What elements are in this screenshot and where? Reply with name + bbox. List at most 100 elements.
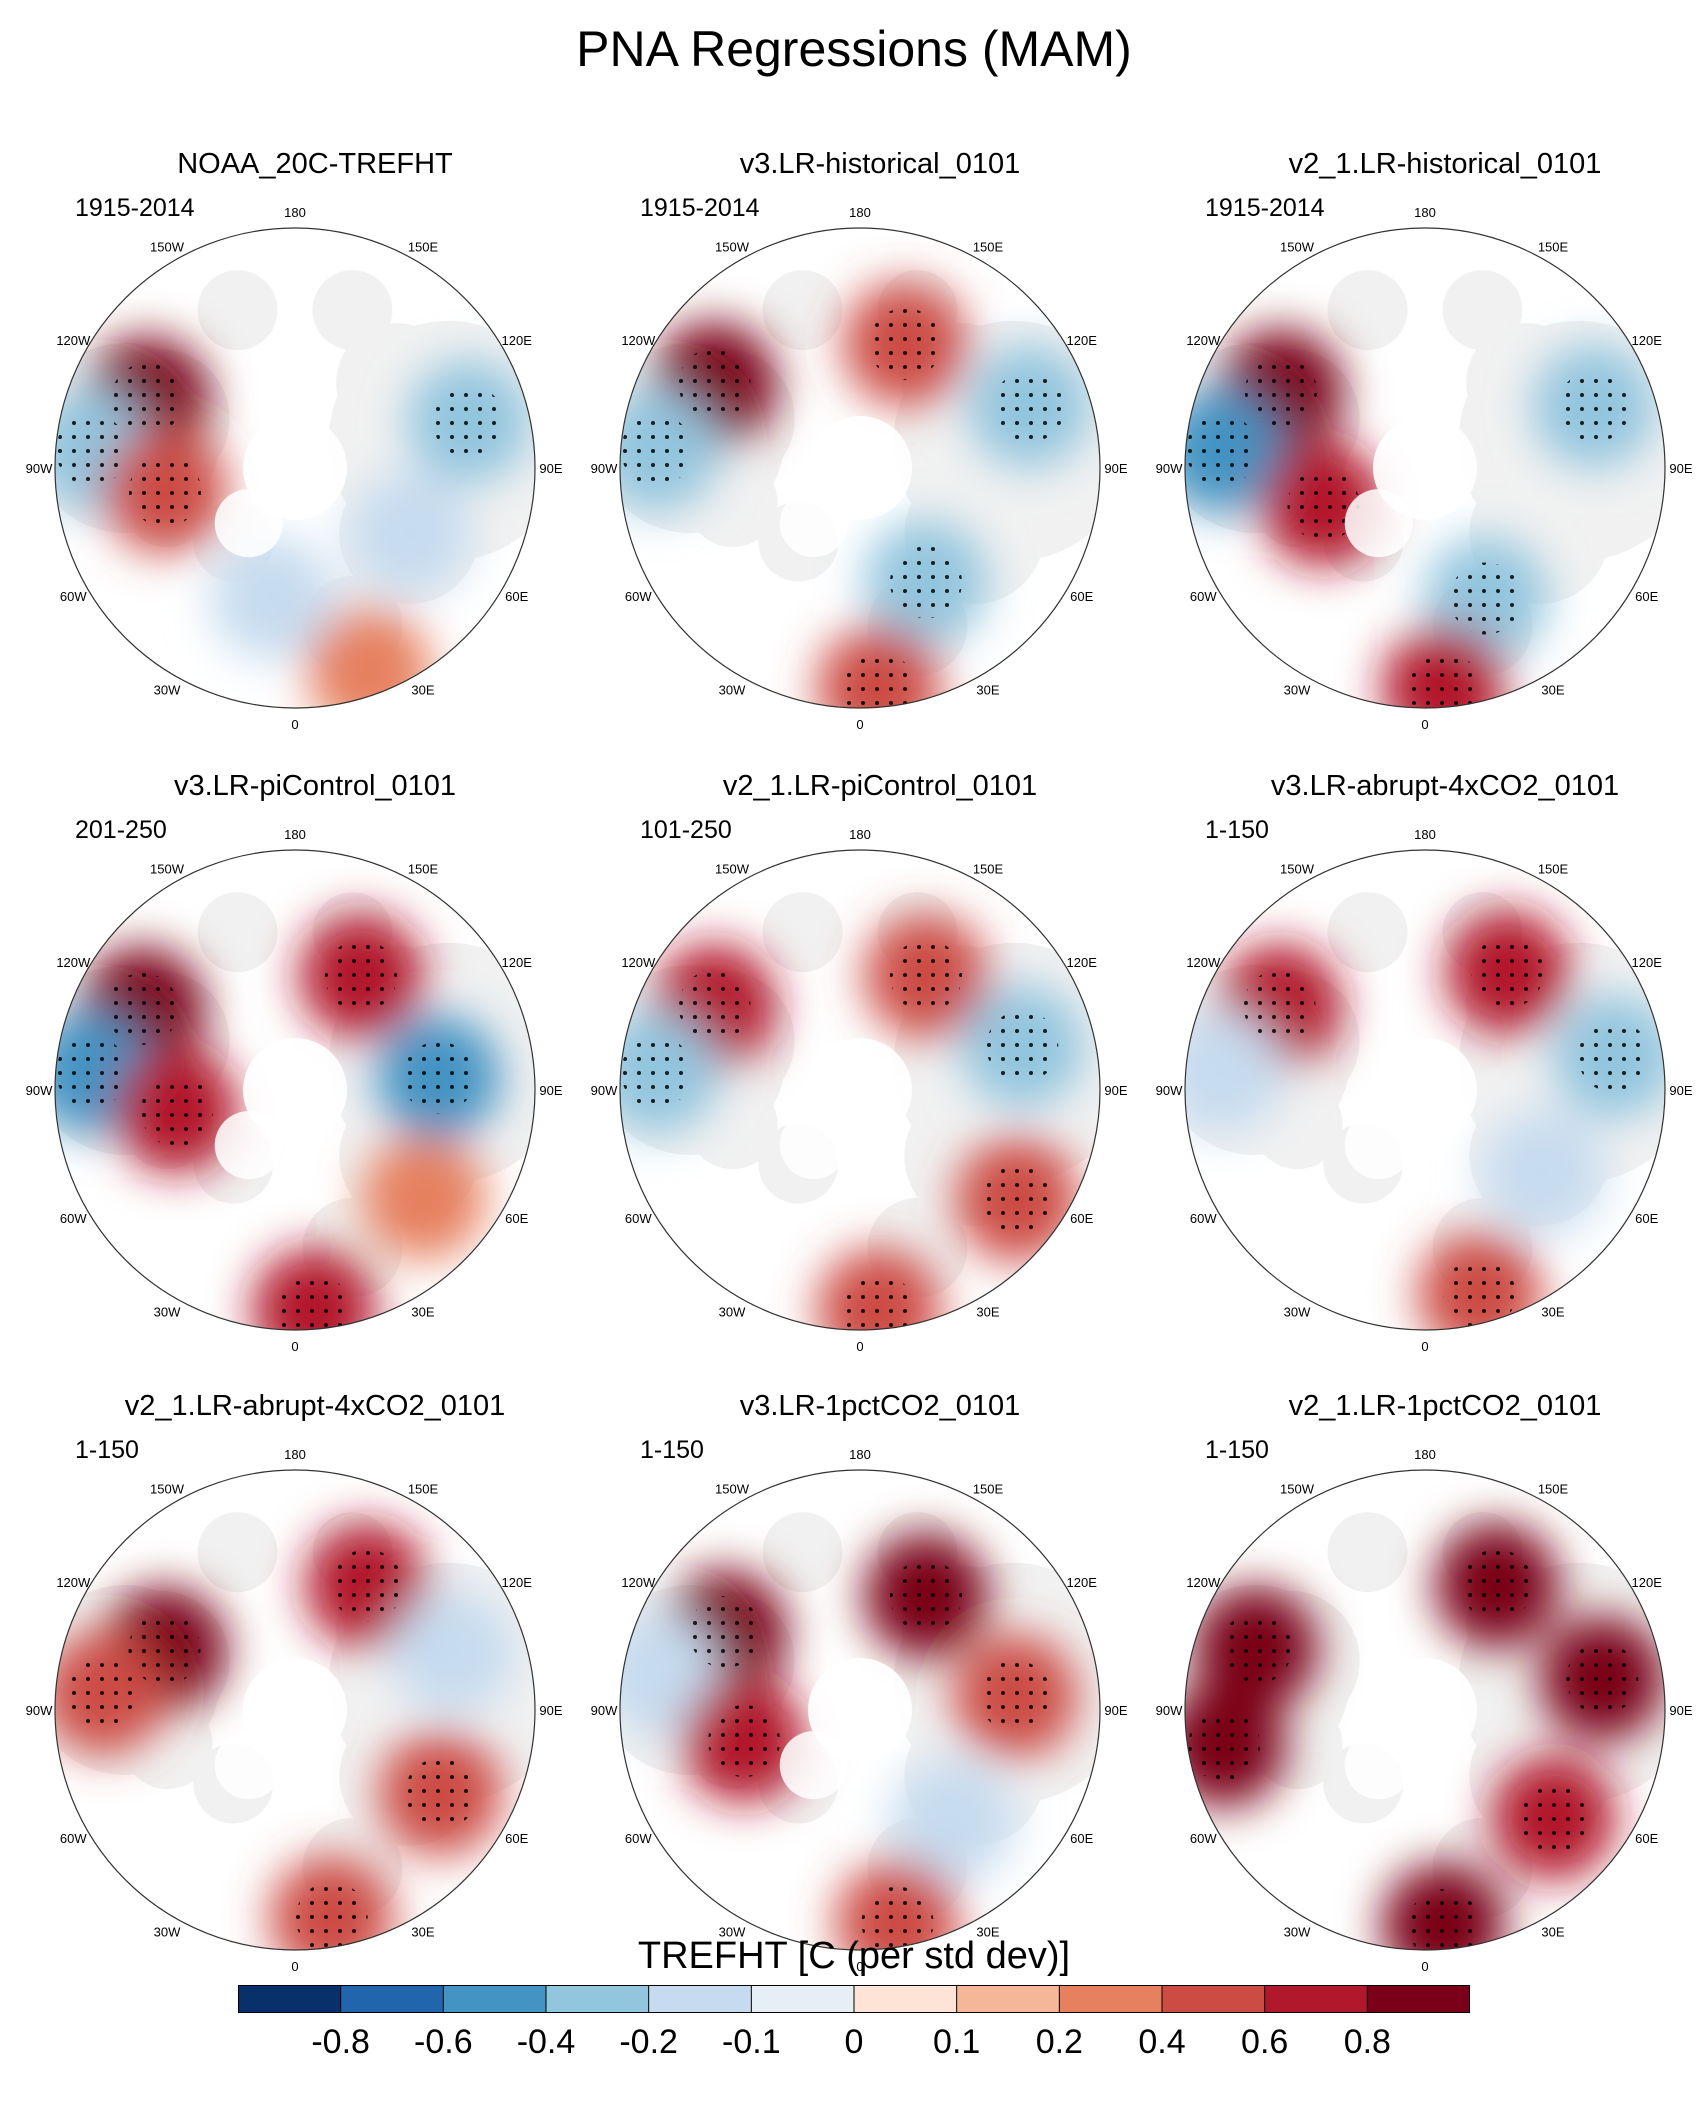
longitude-label: 120E (1067, 333, 1098, 348)
land-region (1442, 270, 1523, 351)
anomaly-blob (890, 1758, 1015, 1883)
anomaly-blob (210, 535, 335, 660)
map-boundary (1184, 1469, 1666, 1951)
map-panel: v3.LR-piControl_0101 180 150E 120E 90E 60E 30E… (25, 770, 565, 1390)
arctic-ocean (1373, 416, 1477, 520)
significance-stipple (869, 307, 942, 380)
panel-period: 1-150 (1205, 816, 1269, 844)
longitude-label: 0 (291, 1959, 298, 1974)
longitude-label: 30E (976, 1305, 999, 1320)
map-boundary (54, 227, 536, 709)
longitude-label: 0 (856, 717, 863, 732)
arctic-ocean (243, 416, 347, 520)
polar-map: 180 150E 120E 90E 60E 30E 0 30W 60W 90W 120W 150W (26, 205, 563, 732)
longitude-label: 180 (284, 1447, 306, 1462)
longitude-label: 60E (505, 1831, 528, 1846)
anomaly-blob (1185, 1010, 1284, 1135)
longitude-label: 150E (1538, 1481, 1569, 1496)
significance-stipple (843, 1273, 916, 1330)
longitude-label: 90W (591, 1083, 618, 1098)
significance-stipple (979, 1660, 1052, 1733)
significance-stipple (620, 1036, 693, 1109)
longitude-label: 30W (1284, 683, 1311, 698)
longitude-label: 60E (505, 589, 528, 604)
colorbar-tick-label: 0 (845, 2023, 864, 2061)
figure-title: PNA Regressions (MAM) (576, 21, 1132, 77)
longitude-label: 30E (411, 1305, 434, 1320)
map-boundary (619, 849, 1101, 1331)
land-region (762, 892, 843, 973)
significance-stipple (106, 972, 179, 1045)
longitude-label: 30E (976, 1925, 999, 1940)
map-boundary (1184, 227, 1666, 709)
anomaly-blob (1480, 1110, 1605, 1235)
map-panel: v3.LR-abrupt-4xCO2_0101 180 150E 120E 90E 60E… (1155, 770, 1695, 1390)
longitude-label: 90E (1104, 1703, 1127, 1718)
longitude-label: 30W (719, 1305, 746, 1320)
colorbar-tick-label: 0.2 (1036, 2023, 1083, 2061)
significance-stipple (1449, 562, 1522, 635)
longitude-label: 120E (1067, 955, 1098, 970)
colorbar-swatch (751, 1985, 855, 2013)
longitude-label: 120W (1186, 333, 1221, 348)
longitude-label: 30E (411, 1925, 434, 1940)
longitude-label: 90E (1669, 1083, 1692, 1098)
significance-stipple (325, 939, 397, 1012)
greenland (779, 1111, 848, 1180)
significance-stipple (843, 651, 916, 708)
map-boundary (619, 1469, 1101, 1951)
significance-stipple (1287, 468, 1360, 541)
map-panel: v2_1.LR-abrupt-4xCO2_0101 180 150E 120E 90E 6… (25, 1390, 565, 2010)
longitude-label: 150W (715, 239, 750, 254)
longitude-label: 0 (856, 1959, 863, 1974)
significance-stipple (331, 1549, 403, 1622)
panel-title: v2_1.LR-1pctCO2_0101 (1288, 1390, 1602, 1422)
panel-period: 201-250 (75, 816, 167, 844)
colorbar-swatch (1059, 1985, 1163, 2013)
arctic-ocean (1373, 1038, 1477, 1142)
longitude-label: 150E (408, 239, 439, 254)
significance-stipple (890, 1559, 962, 1632)
longitude-label: 90W (591, 1703, 618, 1718)
longitude-label: 150W (150, 1481, 185, 1496)
longitude-label: 30E (1541, 1305, 1564, 1320)
longitude-label: 150W (1280, 1481, 1315, 1496)
significance-stipple (402, 1041, 475, 1114)
longitude-label: 30W (719, 683, 746, 698)
longitude-label: 90W (1156, 461, 1183, 476)
colorbar-swatch (1162, 1985, 1266, 2013)
map-boundary (1184, 849, 1666, 1331)
longitude-label: 60E (1070, 589, 1093, 604)
significance-stipple (1471, 936, 1544, 1009)
significance-stipple (1566, 1642, 1639, 1715)
land-region (1327, 270, 1408, 351)
colorbar-swatch (546, 1985, 650, 2013)
land-region (762, 270, 843, 351)
longitude-label: 120W (56, 1575, 91, 1590)
significance-stipple (1407, 1889, 1480, 1950)
longitude-label: 90E (1669, 461, 1692, 476)
panel-title: v2_1.LR-abrupt-4xCO2_0101 (124, 1390, 506, 1422)
longitude-label: 120W (621, 333, 656, 348)
longitude-label: 120W (56, 333, 91, 348)
panel-title: NOAA_20C-TREFHT (177, 148, 453, 180)
longitude-label: 90E (539, 1703, 562, 1718)
significance-stipple (404, 1758, 477, 1830)
colorbar-swatch (854, 1985, 958, 2013)
longitude-label: 60E (505, 1211, 528, 1226)
longitude-label: 30W (719, 1925, 746, 1940)
longitude-label: 150W (1280, 239, 1315, 254)
longitude-label: 120E (1632, 333, 1663, 348)
longitude-label: 150E (973, 1481, 1004, 1496)
longitude-label: 30W (1284, 1305, 1311, 1320)
panel-period: 101-250 (640, 816, 732, 844)
longitude-label: 180 (1414, 205, 1436, 220)
greenland (1344, 489, 1413, 558)
anomaly-blob (347, 472, 472, 596)
map-boundary (54, 1469, 536, 1951)
significance-stipple (993, 370, 1066, 443)
colorbar-swatch (648, 1985, 752, 2013)
longitude-label: 150W (150, 239, 185, 254)
longitude-label: 60W (60, 1831, 87, 1846)
panel-title: v3.LR-1pctCO2_0101 (739, 1390, 1021, 1422)
